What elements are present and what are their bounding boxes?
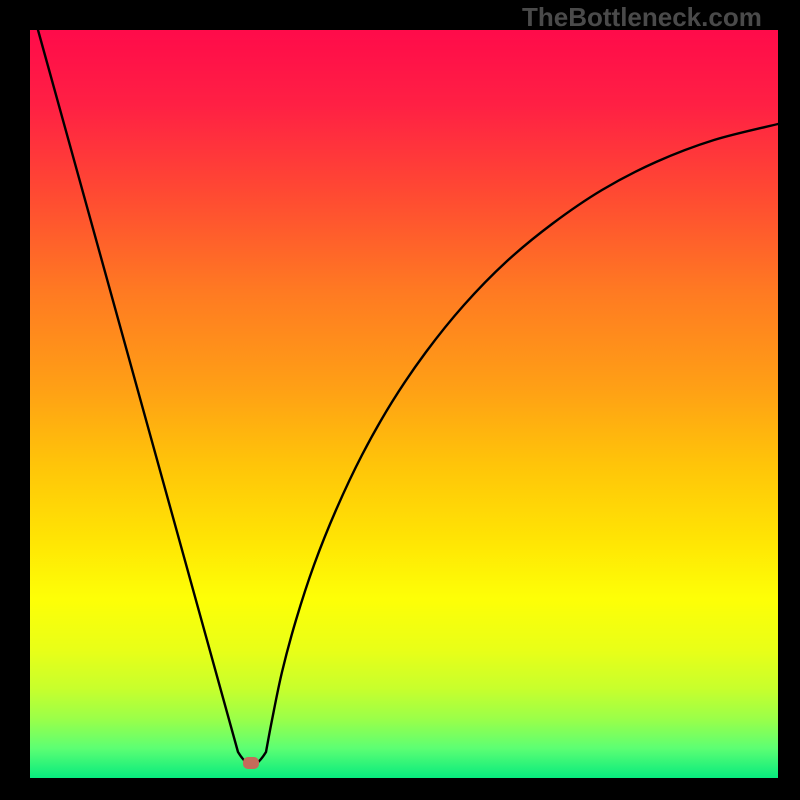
plot-area	[0, 0, 800, 800]
chart-canvas: TheBottleneck.com	[0, 0, 800, 800]
dip-marker	[243, 757, 259, 769]
watermark-text: TheBottleneck.com	[522, 2, 762, 33]
